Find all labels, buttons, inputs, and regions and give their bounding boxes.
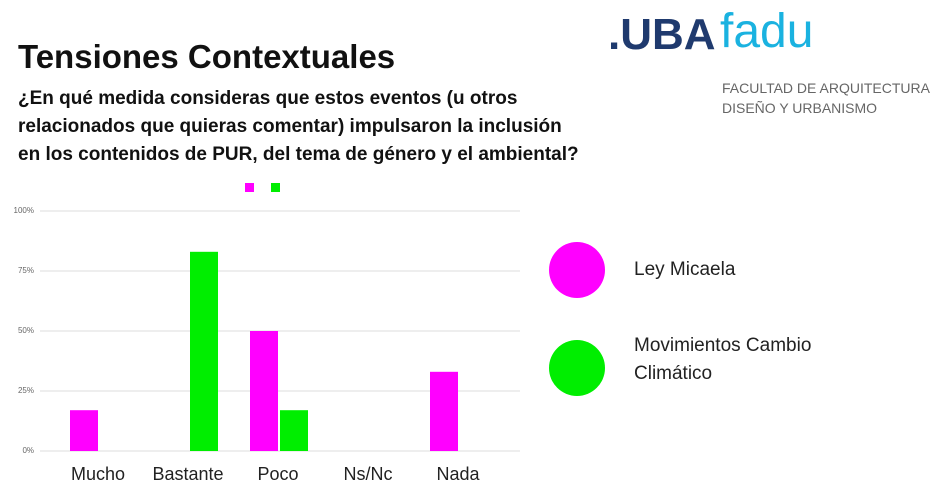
- logo-line: DISEÑO Y URBANISMO: [722, 100, 878, 116]
- x-tick-label: Ns/Nc: [344, 464, 393, 484]
- x-tick-label: Bastante: [152, 464, 223, 484]
- y-tick-label: 0%: [22, 446, 34, 455]
- logo-line: FACULTAD DE ARQUITECTURA: [722, 80, 930, 96]
- legend-label: Ley Micaela: [634, 259, 736, 280]
- legend-label: Movimientos Cambio Climático: [634, 335, 812, 384]
- subtitle: en los contenidos de PUR, del tema de gé…: [18, 144, 579, 165]
- legend-marker: [549, 340, 605, 396]
- y-tick-label: 100%: [14, 206, 34, 215]
- bar: [430, 371, 458, 451]
- subtitle: ¿En qué medida consideras que estos even…: [18, 88, 518, 109]
- bar: [190, 251, 218, 451]
- y-tick-label: 25%: [18, 386, 34, 395]
- y-tick-label: 50%: [18, 326, 34, 335]
- logo-uba: .UBA: [608, 10, 716, 59]
- subtitle: relacionados que quieras comentar) impul…: [18, 116, 562, 137]
- bar: [70, 410, 98, 451]
- legend-swatch: [245, 183, 254, 192]
- chart-title: Tensiones Contextuales: [18, 38, 396, 75]
- legend-marker: [549, 242, 605, 298]
- legend-swatch: [271, 183, 280, 192]
- x-tick-label: Nada: [436, 464, 480, 484]
- bar: [250, 331, 278, 451]
- y-tick-label: 75%: [18, 266, 34, 275]
- bar: [280, 410, 308, 451]
- x-tick-label: Mucho: [71, 464, 125, 484]
- x-tick-label: Poco: [257, 464, 298, 484]
- logo-fadu: fadu: [720, 5, 814, 58]
